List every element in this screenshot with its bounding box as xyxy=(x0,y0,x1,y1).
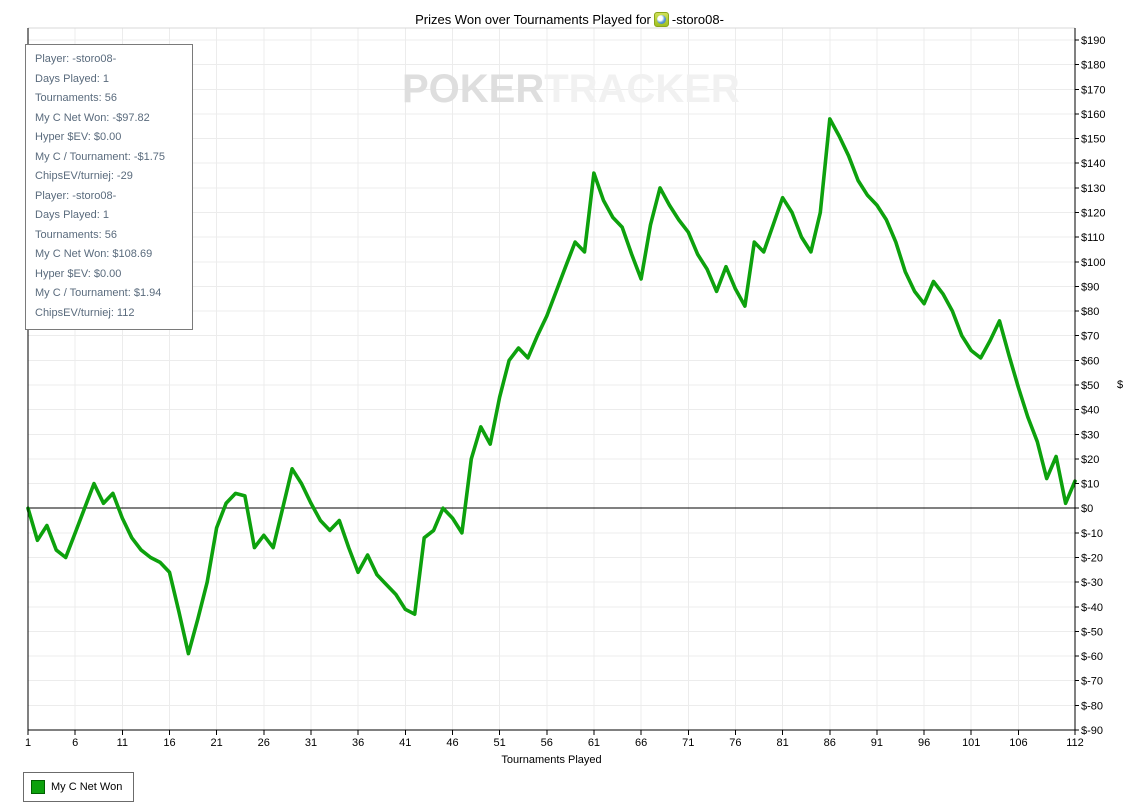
x-tick-label: 56 xyxy=(541,737,553,749)
y-tick-label: $160 xyxy=(1081,109,1105,121)
y-axis-title: $ xyxy=(1117,379,1123,391)
tooltip-line: ChipsEV/turniej: 112 xyxy=(35,306,135,319)
x-tick-label: 51 xyxy=(493,737,505,749)
x-tick-label: 71 xyxy=(682,737,694,749)
chart-title-text: Prizes Won over Tournaments Played for xyxy=(415,12,651,27)
x-tick-label: 76 xyxy=(729,737,741,749)
player-icon xyxy=(653,12,669,27)
legend[interactable]: My C Net Won xyxy=(23,772,135,802)
tooltip-line: Tournaments: 56 xyxy=(35,228,117,241)
y-tick-label: $40 xyxy=(1081,405,1099,417)
y-axis-ticks xyxy=(1075,39,1079,731)
y-tick-label: $-30 xyxy=(1081,577,1103,589)
x-axis-labels: 1 6 11 16 21 26 31 36 41 46 51 56 61 66 71 76 81 86 91 96 10… xyxy=(25,737,1084,749)
x-tick-label: 26 xyxy=(258,737,270,749)
x-tick-label: 106 xyxy=(1009,737,1027,749)
pokertracker-watermark: POKERTRACKER xyxy=(402,67,740,111)
x-tick-label: 112 xyxy=(1066,737,1084,749)
x-tick-label: 61 xyxy=(588,737,600,749)
tooltip-line: Hyper $EV: $0.00 xyxy=(35,267,122,280)
y-tick-label: $-40 xyxy=(1081,602,1103,614)
tooltip-line: Days Played: 1 xyxy=(35,72,109,85)
x-tick-label: 91 xyxy=(871,737,883,749)
y-tick-label: $10 xyxy=(1081,479,1099,491)
y-tick-label: $170 xyxy=(1081,84,1105,96)
chart-title: Prizes Won over Tournaments Played for -s… xyxy=(0,12,1139,27)
x-axis-title: Tournaments Played xyxy=(501,754,601,766)
y-tick-label: $-70 xyxy=(1081,676,1103,688)
y-tick-label: $80 xyxy=(1081,306,1099,318)
tooltip-line: Days Played: 1 xyxy=(35,209,109,221)
legend-swatch-icon xyxy=(31,780,45,794)
tooltip-line: My C Net Won: -$97.82 xyxy=(35,111,150,124)
x-tick-label: 46 xyxy=(446,737,458,749)
y-axis-labels: $190 $180 $170 $160 $150 $140 $130 $120 $110 $100… xyxy=(1081,35,1105,737)
y-tick-label: $-20 xyxy=(1081,553,1103,565)
y-tick-label: $190 xyxy=(1081,35,1105,47)
y-tick-label: $-80 xyxy=(1081,700,1103,712)
chart-title-player: -storo08- xyxy=(671,12,724,27)
x-tick-label: 96 xyxy=(918,737,930,749)
tooltip-line: Player: -storo08- xyxy=(35,189,117,202)
y-tick-label: $30 xyxy=(1081,429,1099,441)
x-tick-label: 66 xyxy=(635,737,647,749)
x-tick-label: 1 xyxy=(25,737,31,749)
y-tick-label: $120 xyxy=(1081,208,1105,220)
x-tick-label: 16 xyxy=(163,737,175,749)
net-won-series-line[interactable] xyxy=(26,117,1077,656)
tooltip-line: Hyper $EV: $0.00 xyxy=(35,131,122,143)
y-tick-label: $-10 xyxy=(1081,528,1103,540)
y-tick-label: $150 xyxy=(1081,134,1105,146)
x-tick-label: 11 xyxy=(117,737,128,749)
y-tick-label: $60 xyxy=(1081,355,1099,367)
tooltip-line: My C Net Won: $108.69 xyxy=(35,248,153,260)
x-tick-label: 41 xyxy=(399,737,411,749)
x-tick-label: 81 xyxy=(776,737,788,749)
tooltip-line: Tournaments: 56 xyxy=(35,92,117,104)
y-tick-label: $20 xyxy=(1081,454,1099,466)
y-tick-label: $0 xyxy=(1081,503,1093,515)
tooltip-line: ChipsEV/turniej: -29 xyxy=(35,170,133,182)
y-tick-label: $-90 xyxy=(1081,725,1103,737)
y-tick-label: $100 xyxy=(1081,257,1105,269)
hover-tooltip: Player: -storo08- Days Played: 1 Tournamen… xyxy=(25,44,193,330)
y-tick-label: $130 xyxy=(1081,183,1105,195)
y-tick-label: $110 xyxy=(1081,232,1105,244)
x-axis-ticks xyxy=(27,730,1076,735)
x-tick-label: 6 xyxy=(72,737,78,749)
x-tick-label: 31 xyxy=(305,737,317,749)
y-tick-label: $70 xyxy=(1081,331,1099,343)
y-tick-label: $90 xyxy=(1081,281,1099,293)
y-tick-label: $-60 xyxy=(1081,651,1103,663)
y-tick-label: $50 xyxy=(1081,380,1099,392)
x-tick-label: 21 xyxy=(211,737,223,749)
x-tick-label: 86 xyxy=(824,737,836,749)
plot-border xyxy=(27,27,1076,731)
x-tick-label: 101 xyxy=(962,737,980,749)
legend-label: My C Net Won xyxy=(51,781,123,793)
x-tick-label: 36 xyxy=(352,737,364,749)
tooltip-line: My C / Tournament: $1.94 xyxy=(35,287,162,299)
y-tick-label: $180 xyxy=(1081,60,1105,72)
y-tick-label: $-50 xyxy=(1081,626,1103,638)
tooltip-line: My C / Tournament: -$1.75 xyxy=(35,150,166,163)
y-tick-label: $140 xyxy=(1081,158,1105,170)
tooltip-line: Player: -storo08- xyxy=(35,53,117,65)
